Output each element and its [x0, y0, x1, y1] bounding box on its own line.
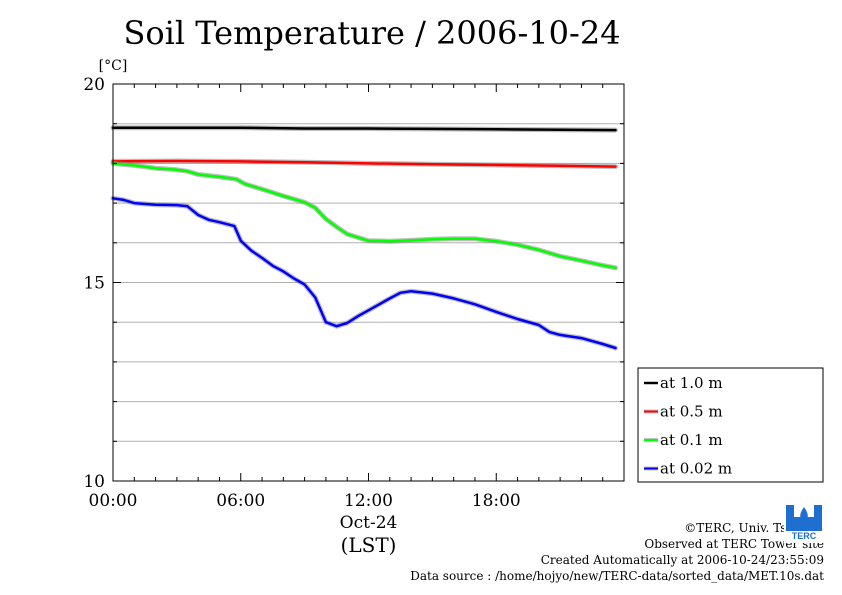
copyright-text: ©TERC, Univ. Tsukuba: [684, 521, 824, 535]
series-line-2: [111, 162, 617, 270]
y-tick-label: 20: [83, 75, 105, 95]
series-line-1: [111, 159, 617, 168]
legend-label: at 0.02 m: [660, 460, 732, 478]
observed-text: Observed at TERC Tower site: [644, 537, 824, 551]
y-axis-label: [°C]: [99, 58, 128, 74]
legend-box: [637, 367, 824, 483]
series-lines: [110, 125, 618, 351]
x-tick-label: 12:00: [344, 491, 393, 511]
y-tick-label: 15: [83, 274, 105, 294]
credits-block: ©TERC, Univ. Tsukuba Observed at TERC To…: [410, 520, 824, 584]
x-tick-label: 06:00: [216, 491, 265, 511]
source-text: Data source : /home/hojyo/new/TERC-data/…: [410, 569, 824, 583]
created-text: Created Automatically at 2006-10-24/23:5…: [540, 553, 824, 567]
legend-label: at 0.5 m: [660, 403, 723, 421]
chart-title: Soil Temperature / 2006-10-24: [123, 14, 621, 52]
x-tick-label: 18:00: [472, 491, 521, 511]
series-line-0: [111, 126, 617, 132]
x-axis-label: (LST): [341, 533, 397, 557]
legend: at 1.0 m at 0.5 m at 0.1 m at 0.02 m: [637, 367, 824, 483]
y-tick-label: 10: [83, 472, 105, 492]
date-label: Oct-24: [340, 513, 398, 533]
series-line-3: [111, 197, 617, 350]
axis-ticks: 10 15 20 00:00 06:00 12:00 18:00 [°C] Oct-24(LST…: [83, 58, 625, 557]
x-tick-label: 00:00: [89, 491, 138, 511]
svg-text:TERC: TERC: [792, 531, 817, 541]
legend-label: at 0.1 m: [660, 431, 723, 449]
terc-logo: TERC: [784, 503, 824, 543]
series-halo: [110, 160, 618, 271]
legend-label: at 1.0 m: [660, 374, 723, 392]
